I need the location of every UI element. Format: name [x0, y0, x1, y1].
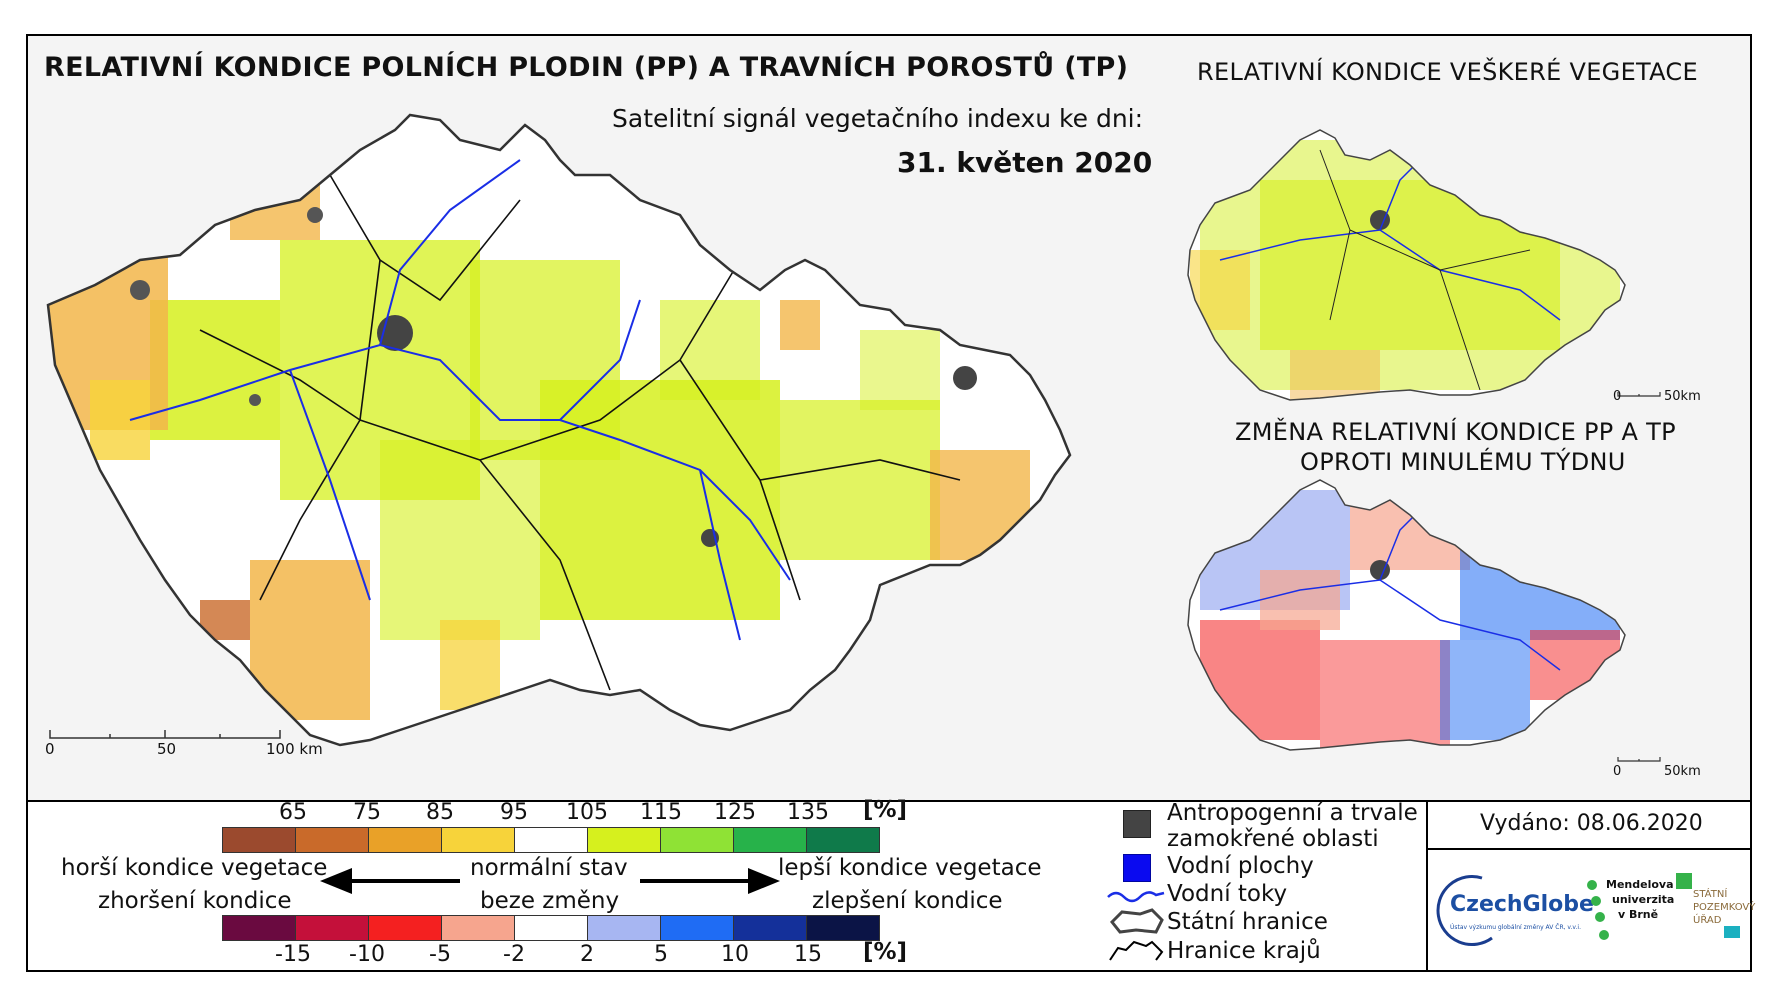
- legend-divider-vertical: [1426, 800, 1428, 972]
- condition-unit: [%]: [863, 797, 908, 823]
- condition-swatch-1: [295, 827, 369, 853]
- change-swatch-3: [441, 915, 515, 941]
- mendel-logo-line1: Mendelova: [1606, 878, 1674, 891]
- legend-worse-2: zhoršení kondice: [98, 888, 292, 914]
- mendel-logo-icon: [1587, 880, 1609, 940]
- change-condition-map: [1188, 480, 1625, 750]
- anthropogenic-area-icon: [1123, 810, 1151, 838]
- mendel-logo-line2: univerzita: [1612, 893, 1675, 906]
- change-swatch-6: [660, 915, 734, 941]
- main-scale-label-100: 100 km: [266, 740, 323, 758]
- small-scale-bar-2: [1617, 757, 1661, 762]
- condition-tick-105: 105: [566, 800, 608, 825]
- condition-tick-75: 75: [353, 800, 381, 825]
- legend-divider-horizontal: [1426, 848, 1752, 850]
- condition-swatch-6: [660, 827, 734, 853]
- mendel-logo-line3: v Brně: [1618, 908, 1659, 921]
- change-swatch-2: [368, 915, 442, 941]
- vegetation-condition-map: [1188, 130, 1625, 400]
- change-swatch-7: [733, 915, 807, 941]
- czechglobe-logo-subtext: Ústav výzkumu globální změny AV ČR, v.v.…: [1450, 924, 1581, 931]
- change-tick-m5: -5: [429, 942, 451, 967]
- legend-normal-1: normální stav: [470, 855, 628, 881]
- condition-tick-65: 65: [279, 800, 307, 825]
- river-icon: [1107, 891, 1165, 903]
- spu-logo-line3: ÚŘAD: [1693, 915, 1722, 926]
- state-border-icon: [1109, 908, 1164, 934]
- change-swatch-1: [295, 915, 369, 941]
- small-scale-1-label-50: 50km: [1664, 389, 1701, 404]
- main-condition-map: [48, 115, 1070, 745]
- condition-swatch-8: [806, 827, 880, 853]
- spu-logo-line1: STÁTNÍ: [1693, 889, 1728, 900]
- change-swatch-0: [222, 915, 296, 941]
- legend-rivers: Vodní toky: [1167, 881, 1288, 907]
- small-scale-1-label-0: 0: [1613, 389, 1622, 404]
- legend-normal-2: beze změny: [480, 888, 620, 914]
- condition-tick-85: 85: [426, 800, 454, 825]
- condition-swatch-3: [441, 827, 515, 853]
- change-tick-15: 15: [794, 942, 822, 967]
- change-tick-5: 5: [654, 942, 668, 967]
- change-swatch-5: [587, 915, 661, 941]
- condition-tick-95: 95: [500, 800, 528, 825]
- legend-worse-1: horší kondice vegetace: [61, 855, 328, 881]
- subtitle: Satelitní signál vegetačního indexu ke d…: [612, 104, 1144, 133]
- main-scale-label-0: 0: [45, 740, 55, 758]
- spu-logo-icon: [1676, 873, 1692, 889]
- legend-anthropogenic-2: zamokřené oblasti: [1167, 826, 1379, 852]
- condition-swatch-7: [733, 827, 807, 853]
- condition-swatch-4: [514, 827, 588, 853]
- right-bottom-title-line2: OPROTI MINULÉMU TÝDNU: [1300, 448, 1626, 476]
- legend-state-border: Státní hranice: [1167, 909, 1328, 935]
- change-tick-10: 10: [721, 942, 749, 967]
- right-bottom-title-line1: ZMĚNA RELATIVNÍ KONDICE PP A TP: [1235, 418, 1676, 446]
- czechglobe-logo-text: CzechGlobe: [1450, 892, 1594, 917]
- spu-logo-accent: [1724, 926, 1740, 938]
- main-title: RELATIVNÍ KONDICE POLNÍCH PLODIN (PP) A …: [44, 52, 1129, 83]
- small-scale-2-label-0: 0: [1613, 764, 1622, 779]
- change-swatches: [222, 915, 880, 941]
- spu-logo-line2: POZEMKOVÝ: [1693, 902, 1756, 913]
- legend-better-2: zlepšení kondice: [812, 888, 1003, 914]
- change-tick-m15: -15: [275, 942, 311, 967]
- condition-swatch-0: [222, 827, 296, 853]
- change-tick-2: 2: [580, 942, 594, 967]
- small-scale-bar-1: [1617, 392, 1661, 397]
- condition-swatches: [222, 827, 880, 853]
- small-scale-2-label-50: 50km: [1664, 764, 1701, 779]
- czechglobe-logo-icon: [1436, 875, 1493, 946]
- issued-date: Vydáno: 08.06.2020: [1480, 811, 1703, 836]
- legend-better-1: lepší kondice vegetace: [778, 855, 1042, 881]
- change-swatch-8: [806, 915, 880, 941]
- water-body-icon: [1123, 854, 1151, 882]
- main-scale-bar: [49, 730, 281, 739]
- condition-tick-135: 135: [787, 800, 829, 825]
- main-scale-label-50: 50: [157, 740, 177, 758]
- change-tick-m10: -10: [349, 942, 385, 967]
- main-state-border: [46, 113, 1072, 747]
- change-tick-m2: -2: [503, 942, 525, 967]
- condition-tick-115: 115: [640, 800, 682, 825]
- region-border-icon: [1109, 940, 1164, 961]
- change-unit: [%]: [863, 939, 908, 965]
- arrow-left-icon: [320, 868, 460, 894]
- date-label: 31. květen 2020: [897, 146, 1153, 179]
- legend-anthropogenic-1: Antropogenní a trvale: [1167, 800, 1418, 826]
- legend-region-border: Hranice krajů: [1167, 938, 1321, 964]
- right-top-title: RELATIVNÍ KONDICE VEŠKERÉ VEGETACE: [1197, 58, 1698, 86]
- condition-tick-125: 125: [714, 800, 756, 825]
- arrow-right-icon: [640, 868, 780, 894]
- condition-swatch-5: [587, 827, 661, 853]
- legend-water-bodies: Vodní plochy: [1167, 853, 1314, 879]
- change-swatch-4: [514, 915, 588, 941]
- condition-swatch-2: [368, 827, 442, 853]
